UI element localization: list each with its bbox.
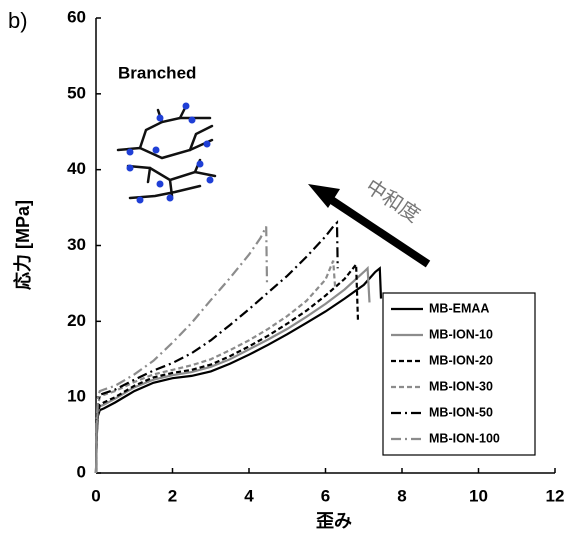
legend-label: MB-ION-50 <box>429 405 493 419</box>
legend-box <box>382 292 536 456</box>
y-tick-label: 60 <box>67 7 86 26</box>
x-tick-label: 6 <box>321 486 330 505</box>
x-axis-label: 歪み <box>316 511 352 531</box>
series-line <box>94 265 371 474</box>
series-line <box>94 260 337 474</box>
x-tick-label: 4 <box>244 486 254 505</box>
legend-label: MB-EMAA <box>429 301 489 315</box>
series-line <box>94 261 360 474</box>
legend-label: MB-ION-100 <box>429 431 500 445</box>
x-tick-label: 2 <box>168 486 177 505</box>
arrow-label: 中和度 <box>361 175 424 227</box>
molecule-dots <box>126 102 214 204</box>
legend: MB-EMAA MB-ION-10 MB-ION-20 MB-ION-30 MB-ION… <box>382 292 536 456</box>
y-axis-label: 応力 [MPa] <box>12 200 33 290</box>
y-tick-label: 10 <box>67 387 86 406</box>
series-line <box>94 226 269 474</box>
series-line <box>94 266 383 474</box>
x-tick-label: 0 <box>91 486 100 505</box>
legend-label: MB-ION-20 <box>429 353 493 367</box>
panel-label: b) <box>8 8 28 33</box>
x-tick-label: 12 <box>546 486 565 505</box>
y-tick-label: 40 <box>67 159 86 178</box>
y-tick-label: 0 <box>77 462 86 481</box>
legend-label: MB-ION-10 <box>429 327 493 341</box>
y-tick-label: 30 <box>67 235 86 254</box>
annotation: Branched <box>118 63 196 82</box>
series-line <box>94 220 339 474</box>
y-tick-label: 20 <box>67 311 86 330</box>
legend-label: MB-ION-30 <box>429 379 493 393</box>
arrow <box>308 184 431 268</box>
y-tick-label: 50 <box>67 83 86 102</box>
x-tick-label: 8 <box>397 486 406 505</box>
x-tick-label: 10 <box>469 486 488 505</box>
